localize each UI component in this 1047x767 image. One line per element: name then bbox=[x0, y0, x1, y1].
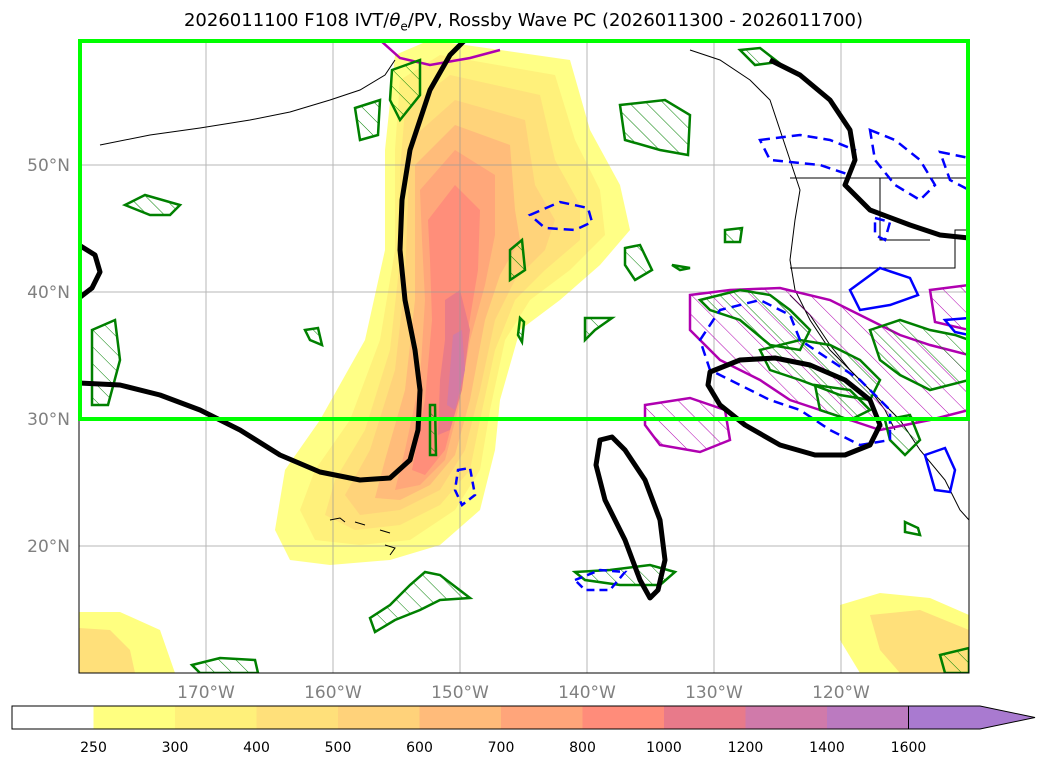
alaska-coast bbox=[99, 59, 396, 146]
ivt-sw-corner-inner bbox=[79, 628, 135, 673]
blue-solid-1 bbox=[848, 266, 920, 312]
blue-dashed-5 bbox=[873, 216, 892, 242]
theta-e-contours bbox=[79, 40, 969, 601]
blue-dashed-1 bbox=[527, 200, 594, 232]
green-2 bbox=[353, 98, 382, 142]
magenta-region-south bbox=[643, 396, 732, 454]
lon-label: 130°W bbox=[685, 683, 743, 703]
blue-solid-3 bbox=[942, 316, 969, 337]
pv-positive-contours bbox=[90, 46, 969, 673]
green-3 bbox=[388, 58, 422, 123]
green-4 bbox=[90, 318, 122, 407]
green-1 bbox=[618, 98, 692, 157]
green-21 bbox=[189, 656, 260, 673]
hawaii bbox=[329, 517, 396, 556]
state-border-2 bbox=[879, 178, 930, 241]
lat-label: 40°N bbox=[27, 283, 70, 303]
theta-e-west bbox=[79, 242, 103, 300]
green-24 bbox=[428, 403, 438, 457]
green-15 bbox=[868, 318, 969, 392]
green-19 bbox=[571, 563, 678, 587]
theta-e-main bbox=[79, 40, 467, 483]
lon-label: 170°W bbox=[177, 683, 235, 703]
green-5 bbox=[121, 193, 183, 217]
green-6 bbox=[508, 237, 527, 283]
green-8 bbox=[723, 226, 744, 244]
green-9 bbox=[583, 316, 616, 344]
state-border-1 bbox=[790, 229, 969, 269]
blue-dashed-4 bbox=[938, 150, 969, 192]
green-10 bbox=[303, 326, 324, 348]
lat-label: 20°N bbox=[27, 537, 70, 557]
latitude-labels: 50°N 40°N 30°N 20°N bbox=[27, 156, 70, 557]
blue-dashed-3 bbox=[868, 128, 937, 202]
lon-label: 150°W bbox=[431, 683, 489, 703]
magenta-top bbox=[379, 40, 501, 67]
green-11 bbox=[671, 263, 691, 272]
magenta-region-ne bbox=[928, 283, 969, 332]
lat-label: 50°N bbox=[27, 156, 70, 176]
theta-e-loop-2 bbox=[705, 355, 883, 458]
green-23 bbox=[516, 315, 526, 347]
lon-label: 160°W bbox=[304, 683, 362, 703]
lat-label: 30°N bbox=[27, 410, 70, 430]
green-7 bbox=[623, 243, 654, 282]
blue-dashed-2 bbox=[758, 133, 857, 177]
blue-solid-2 bbox=[923, 446, 957, 494]
longitude-labels: 170°W 160°W 150°W 140°W 130°W 120°W bbox=[177, 683, 870, 703]
theta-e-east bbox=[768, 57, 969, 241]
green-16 bbox=[813, 383, 873, 422]
pv-negative-contours bbox=[453, 128, 969, 592]
green-22 bbox=[938, 646, 969, 673]
map-title: 2026011100 F108 IVT/θe/PV, Rossby Wave P… bbox=[183, 10, 863, 34]
rossby-wave-box bbox=[78, 39, 970, 421]
lon-label: 120°W bbox=[812, 683, 870, 703]
theta-e-loop-1 bbox=[593, 434, 668, 601]
north-america-coast bbox=[689, 49, 969, 521]
green-18 bbox=[903, 520, 922, 537]
green-20 bbox=[368, 570, 474, 634]
lon-label: 140°W bbox=[558, 683, 616, 703]
ivt-shading bbox=[79, 40, 969, 673]
